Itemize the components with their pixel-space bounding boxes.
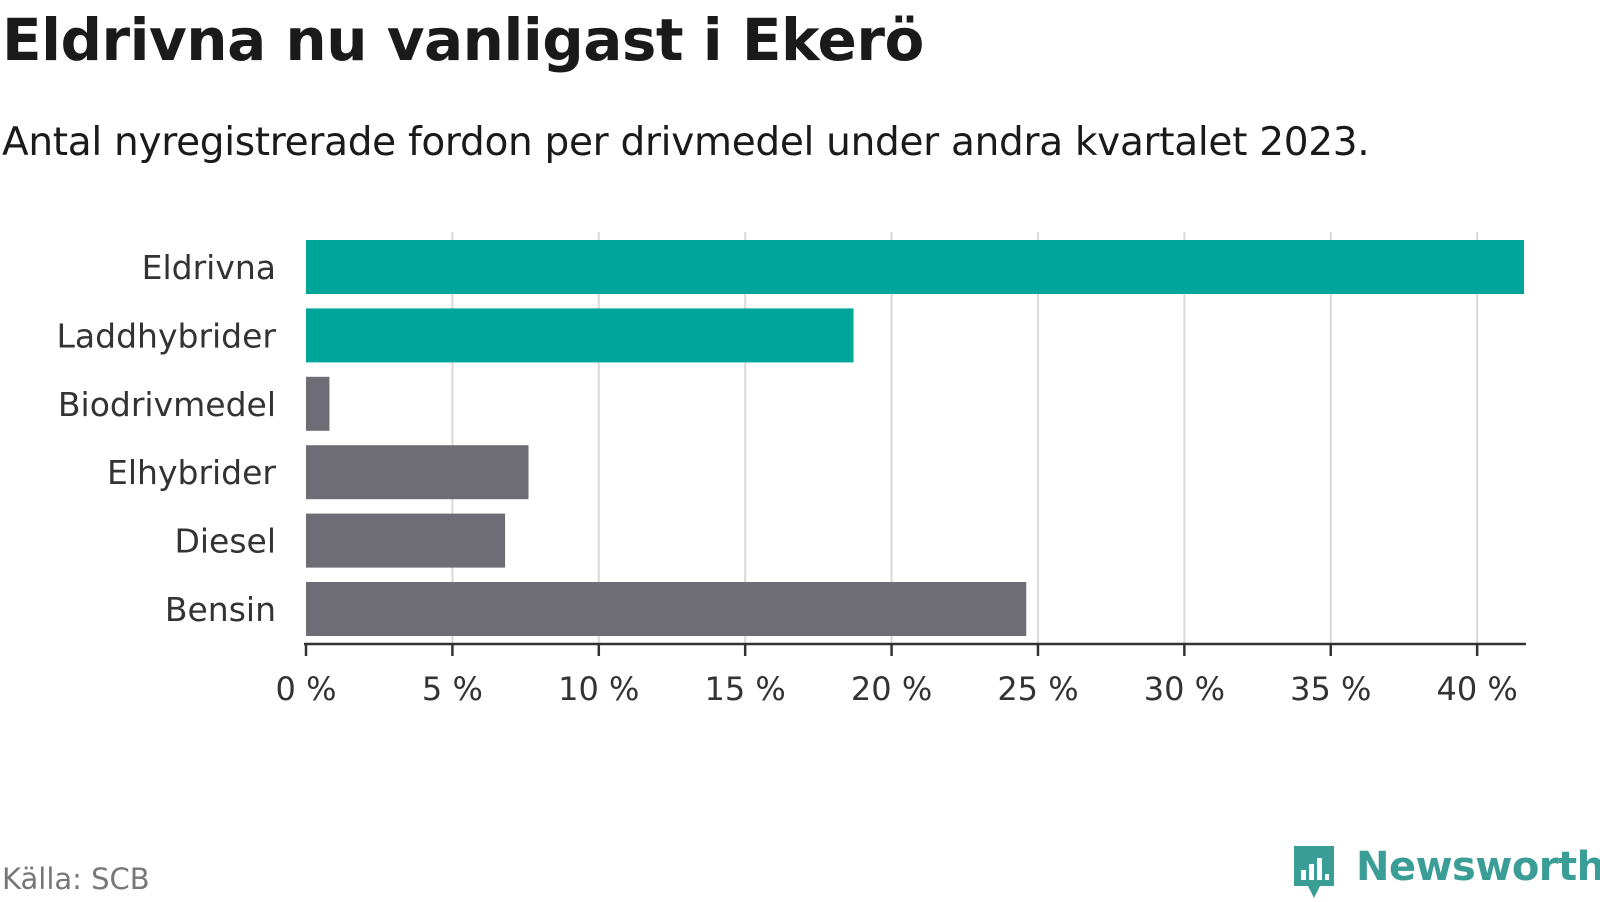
category-label: Biodrivmedel bbox=[58, 385, 276, 424]
bar-diesel bbox=[306, 513, 506, 568]
x-tick-label: 30 % bbox=[1144, 670, 1225, 708]
bar-chart: Eldrivna Laddhybrider Biodrivmedel Elhybrid… bbox=[57, 232, 1526, 708]
x-tick-label: 5 % bbox=[422, 670, 483, 708]
x-tick-label: 25 % bbox=[997, 670, 1078, 708]
bar-laddhybrider bbox=[306, 308, 854, 363]
source-note: Källa: SCB bbox=[2, 862, 150, 896]
category-label: Elhybrider bbox=[107, 453, 276, 492]
x-tick-label: 35 % bbox=[1290, 670, 1371, 708]
chart-subtitle: Antal nyregistrerade fordon per drivmede… bbox=[2, 120, 1370, 165]
bar-chart-speech-bubble-icon bbox=[1294, 846, 1334, 898]
brand-name: Newsworthy bbox=[1356, 844, 1600, 890]
newsworthy-logo: Newsworthy bbox=[1290, 842, 1600, 902]
bar-biodrivmedel bbox=[306, 376, 330, 431]
x-tick-label: 10 % bbox=[558, 670, 639, 708]
bar-eldrivna bbox=[306, 240, 1524, 294]
x-tick-label: 15 % bbox=[705, 670, 786, 708]
x-tick-label: 40 % bbox=[1437, 670, 1518, 708]
category-label: Bensin bbox=[165, 590, 276, 629]
category-label: Laddhybrider bbox=[57, 316, 277, 355]
category-label: Eldrivna bbox=[142, 248, 276, 287]
bar-bensin bbox=[306, 582, 1027, 636]
x-tick-label: 20 % bbox=[851, 670, 932, 708]
chart-title: Eldrivna nu vanligast i Ekerö bbox=[2, 6, 924, 74]
bar-elhybrider bbox=[306, 445, 529, 500]
x-tick-label: 0 % bbox=[276, 670, 337, 708]
category-label: Diesel bbox=[174, 522, 276, 561]
